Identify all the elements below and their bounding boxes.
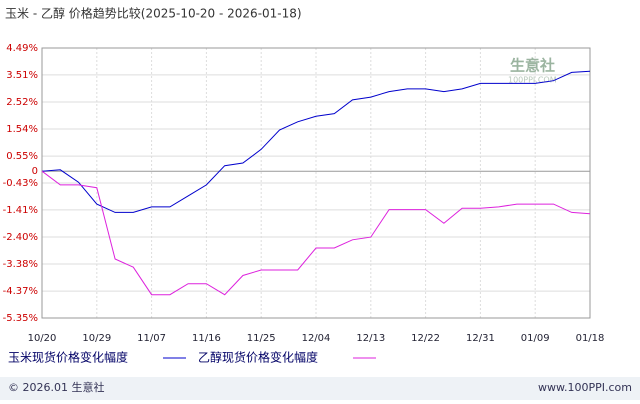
watermark: 100PPI.COM (508, 76, 557, 85)
y-tick-label: 0.55% (6, 151, 38, 162)
y-tick-label: -4.37% (3, 286, 38, 297)
y-tick-label: -1.41% (3, 205, 38, 216)
footer-bar (0, 377, 640, 400)
y-tick-label: -3.38% (3, 259, 38, 270)
legend-label: 玉米现货价格变化幅度 (8, 350, 128, 365)
y-tick-label: -2.40% (3, 232, 38, 243)
y-tick-label: 0 (32, 166, 38, 177)
plot-border (41, 47, 591, 319)
y-tick-label: 1.54% (6, 124, 38, 135)
x-tick-label: 11/16 (192, 333, 221, 344)
x-tick-label: 12/13 (356, 333, 385, 344)
chart-title: 玉米 - 乙醇 价格趋势比较(2025-10-20 - 2026-01-18) (5, 6, 302, 21)
x-tick-label: 01/18 (576, 333, 605, 344)
y-tick-label: 3.51% (6, 70, 38, 81)
x-tick-label: 12/22 (411, 333, 440, 344)
x-tick-label: 11/25 (247, 333, 276, 344)
x-tick-label: 12/04 (302, 333, 331, 344)
x-tick-label: 10/20 (28, 333, 57, 344)
footer-left: © 2026.01 生意社 (8, 380, 104, 394)
x-tick-label: 01/09 (521, 333, 550, 344)
watermark: 生意社 (510, 57, 555, 75)
y-tick-label: -5.35% (3, 313, 38, 324)
x-tick-label: 11/07 (137, 333, 166, 344)
footer-right: www.100PPI.com (538, 381, 632, 394)
y-tick-label: 4.49% (6, 43, 38, 54)
series-line (41, 170, 591, 296)
series-line (41, 70, 591, 213)
x-tick-label: 10/29 (82, 333, 111, 344)
y-tick-label: 2.52% (6, 97, 38, 108)
x-tick-label: 12/31 (466, 333, 495, 344)
legend-label: 乙醇现货价格变化幅度 (198, 350, 318, 365)
y-tick-label: -0.43% (3, 178, 38, 189)
